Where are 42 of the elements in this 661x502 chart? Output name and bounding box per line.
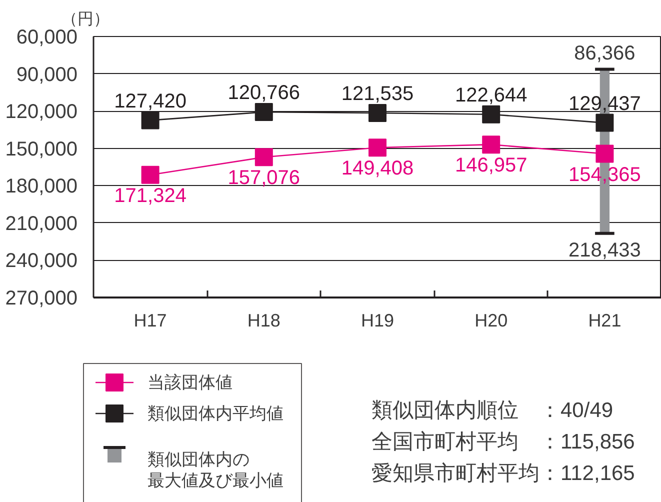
point bbox=[596, 144, 614, 163]
y-tick-label: 270,000 bbox=[5, 288, 78, 310]
x-tick-label: H18 bbox=[247, 310, 280, 330]
data-label: 149,408 bbox=[341, 158, 414, 180]
x-tick-label: H17 bbox=[134, 310, 167, 330]
y-tick-label: 180,000 bbox=[5, 176, 78, 198]
legend-label: 類似団体内の最大値及び最小値 bbox=[148, 450, 284, 490]
point bbox=[368, 104, 386, 122]
annotation: 86,366 bbox=[574, 42, 636, 64]
point bbox=[254, 148, 273, 166]
legend-label: 当該団体値 bbox=[148, 373, 232, 392]
y-tick-label: 150,000 bbox=[5, 138, 78, 160]
point bbox=[368, 138, 386, 157]
y-axis-title: （円） bbox=[62, 11, 110, 28]
point bbox=[482, 136, 500, 154]
y-tick-label: 240,000 bbox=[5, 250, 78, 272]
point bbox=[141, 166, 160, 184]
y-tick-label: 120,000 bbox=[5, 101, 78, 124]
x-tick-label: H21 bbox=[588, 310, 622, 330]
data-label: 157,076 bbox=[228, 167, 300, 190]
y-tick-label: 60,000 bbox=[16, 26, 78, 48]
annotation: 218,433 bbox=[568, 239, 641, 262]
data-label: 120,766 bbox=[228, 82, 300, 104]
point bbox=[596, 114, 614, 132]
y-tick-label: 210,000 bbox=[5, 212, 78, 235]
data-label: 127,420 bbox=[114, 90, 186, 112]
text: 愛知県市町村平均：112,165 bbox=[372, 462, 635, 485]
data-label: 122,644 bbox=[454, 84, 528, 106]
data-label: 129,437 bbox=[568, 92, 641, 115]
data-label: 171,324 bbox=[114, 184, 186, 207]
data-label: 121,535 bbox=[341, 82, 414, 105]
x-tick-label: H19 bbox=[360, 310, 394, 330]
legend-label: 類似団体内平均値 bbox=[148, 404, 284, 423]
x-tick-label: H20 bbox=[474, 310, 508, 330]
y-tick-label: 90,000 bbox=[16, 64, 78, 86]
text: 類似団体内順位 ：40/49 bbox=[372, 399, 614, 422]
data-label: 154,365 bbox=[568, 164, 641, 186]
point bbox=[141, 111, 160, 130]
point bbox=[482, 105, 500, 124]
text: 全国市町村平均 ：115,856 bbox=[372, 430, 635, 454]
point bbox=[254, 103, 273, 122]
data-label: 146,957 bbox=[454, 154, 528, 177]
